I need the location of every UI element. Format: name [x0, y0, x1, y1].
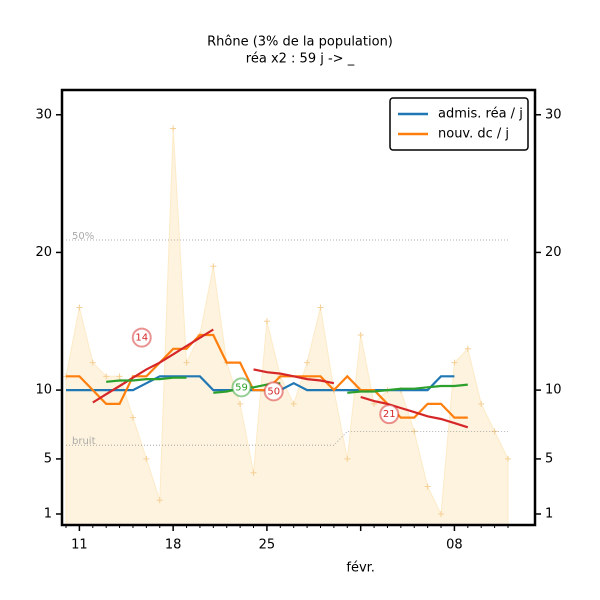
reference-label: 50% — [72, 231, 94, 242]
area-marker — [76, 304, 83, 311]
area-marker — [478, 400, 485, 407]
y2-tick-label: 10 — [545, 383, 562, 398]
plot-frame — [60, 88, 537, 527]
area-marker — [464, 345, 471, 352]
area-marker — [290, 400, 297, 407]
area-marker — [250, 469, 257, 476]
area-marker — [505, 455, 511, 462]
area-marker — [129, 414, 136, 421]
area-marker — [451, 359, 458, 366]
trend-line — [253, 368, 335, 385]
area-marker — [143, 455, 150, 462]
y2-tick-label: 1 — [545, 506, 553, 521]
trend-line — [106, 376, 187, 383]
area-marker — [237, 400, 244, 407]
x-tick-label: 08 — [446, 538, 463, 553]
area-marker — [263, 318, 270, 325]
y-tick-label: 20 — [35, 245, 52, 260]
y-tick-label: 10 — [35, 383, 52, 398]
legend-label: admis. réa / j — [438, 107, 523, 122]
x-tick-label: 11 — [71, 538, 88, 553]
area-marker — [304, 359, 311, 366]
y2-tick-label: 30 — [545, 107, 562, 122]
area-marker — [170, 125, 177, 132]
area-marker — [424, 483, 431, 490]
area-marker — [183, 359, 190, 366]
area-marker — [344, 455, 351, 462]
trend-label: 50 — [267, 386, 280, 397]
y2-tick-label: 20 — [545, 245, 562, 260]
y-tick-label: 1 — [44, 506, 52, 521]
x-tick-label: 25 — [259, 538, 276, 553]
trend-badge — [231, 377, 252, 398]
chart-title: Rhône (3% de la population) — [207, 35, 393, 50]
trend-line — [347, 383, 468, 394]
trend-label: 14 — [135, 333, 148, 344]
area-marker — [210, 263, 217, 270]
area-marker — [156, 497, 163, 504]
trend-badge — [131, 327, 152, 348]
area-marker — [116, 373, 123, 380]
y-tick-label: 5 — [44, 451, 52, 466]
legend-label: nouv. dc / j — [438, 127, 509, 142]
area-marker — [103, 373, 110, 380]
area-marker — [357, 332, 364, 339]
y-tick-label: 30 — [35, 107, 52, 122]
legend-box — [389, 97, 529, 151]
trend-badge — [379, 404, 400, 425]
area-marker — [438, 510, 445, 517]
trend-label: 21 — [383, 409, 396, 420]
area-marker — [89, 359, 96, 366]
y2-tick-label: 5 — [545, 451, 553, 466]
trend-badge — [263, 381, 284, 402]
chart-subtitle: réa x2 : 59 j -> _ — [246, 52, 355, 67]
trend-label: 59 — [235, 382, 248, 393]
area — [65, 128, 509, 526]
x-tick-label: 18 — [165, 538, 182, 553]
trend-line — [92, 328, 214, 404]
area-marker — [317, 304, 324, 311]
reference-label: bruit — [72, 436, 96, 447]
x-tick-label: févr. — [346, 561, 375, 576]
trend-line — [360, 395, 469, 429]
